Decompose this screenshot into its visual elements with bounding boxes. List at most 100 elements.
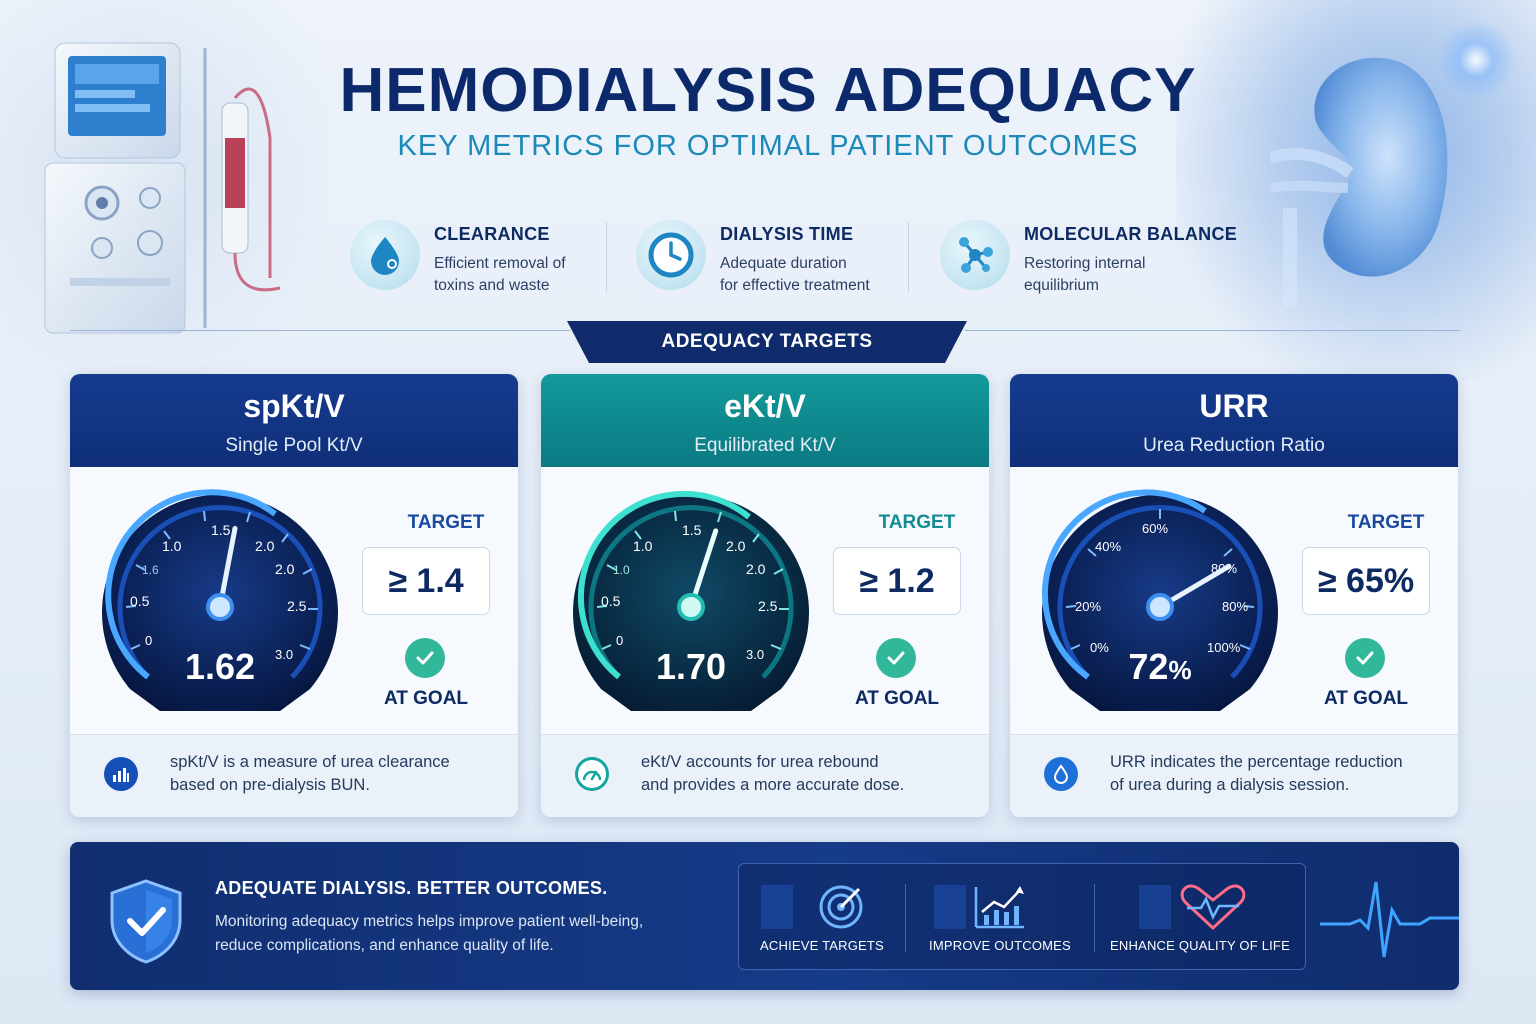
gauge-tick: 1.0 <box>162 538 182 554</box>
heart-pulse-icon <box>1139 884 1246 931</box>
card-subtitle: Equilibrated Kt/V <box>694 435 836 456</box>
feature-desc-line: Adequate duration <box>720 255 847 272</box>
gauge-tick: 1.6 <box>142 563 159 577</box>
target-icon <box>761 885 863 929</box>
card-subtitle: Urea Reduction Ratio <box>1143 435 1325 456</box>
card-footer: eKt/V accounts for urea rebound and prov… <box>541 734 989 817</box>
check-icon <box>876 638 916 678</box>
section-banner-shape <box>567 321 967 363</box>
target-label: TARGET <box>1347 512 1425 533</box>
gauge-ektv: 0 0.5 1.0 1.0 1.5 2.0 2.0 2.5 3.0 1.70 <box>573 490 809 711</box>
section-line-left <box>70 330 570 331</box>
gauge-value: 72% <box>1128 646 1191 687</box>
gauge-spktv: 0 0.5 1.0 1.6 1.5 2.0 2.0 2.5 3.0 1.62 <box>102 489 338 711</box>
gauge-value: 1.70 <box>656 646 726 687</box>
footer-line: and provides a more accurate dose. <box>641 776 905 794</box>
bottom-banner: ADEQUATE DIALYSIS. BETTER OUTCOMES. Moni… <box>70 842 1459 990</box>
outcome-label: IMPROVE OUTCOMES <box>929 938 1071 953</box>
outcome-label: ACHIEVE TARGETS <box>760 938 884 953</box>
card-header: spKt/V Single Pool Kt/V <box>70 374 518 467</box>
bar-chart-icon <box>104 757 138 791</box>
kidney-icon <box>1270 57 1448 308</box>
gauge-value-unit: % <box>1168 655 1191 685</box>
gauge-tick: 2.0 <box>726 538 746 554</box>
gauge-hub <box>1146 593 1174 621</box>
gauge-tick: 1.0 <box>633 538 653 554</box>
status-badge: AT GOAL <box>854 688 940 709</box>
footer-line: eKt/V accounts for urea rebound <box>641 753 879 771</box>
droplet-icon <box>350 220 420 290</box>
gauge-tick: 0 <box>145 633 152 648</box>
card-subtitle: Single Pool Kt/V <box>225 435 363 456</box>
gauge-tick: 0% <box>1090 640 1109 655</box>
gauge-tick: 3.0 <box>746 647 764 662</box>
shield-check-icon <box>110 879 182 964</box>
footer-line: of urea during a dialysis session. <box>1110 776 1350 794</box>
check-icon <box>405 638 445 678</box>
gauge-tick: 2.0 <box>275 561 295 577</box>
gauge-tick: 0.5 <box>601 593 621 609</box>
metric-card-spktv: spKt/V Single Pool Kt/V 0 0.5 1.0 1.6 1.… <box>70 374 518 817</box>
metric-card-ektv: eKt/V Equilibrated Kt/V 0 0.5 1.0 1.0 1.… <box>541 374 989 817</box>
feature-desc-line: toxins and waste <box>434 277 550 294</box>
dialysis-machine-icon <box>44 42 281 334</box>
outcome-enhance-quality: ENHANCE QUALITY OF LIFE <box>1095 864 1305 969</box>
target-value: ≥ 1.2 <box>833 547 961 615</box>
card-footer: URR indicates the percentage reduction o… <box>1010 734 1458 817</box>
status-badge: AT GOAL <box>1323 688 1409 709</box>
outcome-improve-outcomes: IMPROVE OUTCOMES <box>906 864 1094 969</box>
divider <box>606 222 607 292</box>
page-title: HEMODIALYSIS ADEQUACY <box>339 56 1197 125</box>
molecule-icon <box>940 220 1010 290</box>
section-banner: ADEQUACY TARGETS <box>661 331 873 352</box>
feature-title: CLEARANCE <box>434 224 550 244</box>
card-title: URR <box>1199 388 1269 424</box>
target-label: TARGET <box>878 512 956 533</box>
gauge-tick: 1.0 <box>613 563 630 577</box>
bottom-desc-line: Monitoring adequacy metrics helps improv… <box>215 913 644 930</box>
divider <box>905 884 906 952</box>
feature-desc-line: Efficient removal of <box>434 255 566 272</box>
gauge-tick: 2.5 <box>758 598 778 614</box>
target-label: TARGET <box>407 512 485 533</box>
outcomes-panel: ACHIEVE TARGETS IMPROVE OUTCOMES <box>738 863 1306 970</box>
footer-line: URR indicates the percentage reduction <box>1110 753 1403 771</box>
gauge-tick: 80% <box>1222 599 1248 614</box>
card-header: eKt/V Equilibrated Kt/V <box>541 374 989 467</box>
gauge-tick: 2.0 <box>746 561 766 577</box>
gauge-hub <box>677 593 705 621</box>
feature-desc-line: Restoring internal <box>1024 255 1146 272</box>
card-footer: spKt/V is a measure of urea clearance ba… <box>70 734 518 817</box>
gauge-tick: 2.5 <box>287 598 307 614</box>
gauge-tick: 2.0 <box>255 538 275 554</box>
ekg-pulse-icon <box>1320 881 1459 958</box>
metric-card-urr: URR Urea Reduction Ratio 0% 20% 40% 60% … <box>1010 374 1458 817</box>
divider <box>908 222 909 292</box>
feature-desc-line: equilibrium <box>1024 277 1099 294</box>
gauge-tick: 0.5 <box>130 593 150 609</box>
growth-chart-icon <box>934 885 1024 929</box>
outcome-achieve-targets: ACHIEVE TARGETS <box>739 864 905 969</box>
feature-clearance: CLEARANCE Efficient removal of toxins an… <box>350 218 566 297</box>
bottom-desc-line: reduce complications, and enhance qualit… <box>215 937 554 954</box>
gauge-tick: 60% <box>1142 521 1168 536</box>
gauge-tick: 20% <box>1075 599 1101 614</box>
gauge-tick: 100% <box>1207 640 1241 655</box>
section-line-right <box>965 330 1460 331</box>
feature-desc-line: for effective treatment <box>720 277 870 294</box>
card-header: URR Urea Reduction Ratio <box>1010 374 1458 467</box>
divider <box>1094 884 1095 952</box>
gauge-value: 1.62 <box>185 646 255 687</box>
gauge-value-number: 72 <box>1128 646 1168 687</box>
gauge-tick: 1.5 <box>211 522 231 538</box>
footer-line: spKt/V is a measure of urea clearance <box>170 753 450 771</box>
droplet-icon <box>1044 757 1078 791</box>
feature-title: MOLECULAR BALANCE <box>1024 224 1238 244</box>
footer-line: based on pre-dialysis BUN. <box>170 776 370 794</box>
check-icon <box>1345 638 1385 678</box>
gauge-hub <box>206 593 234 621</box>
gauge-tick: 3.0 <box>275 647 293 662</box>
target-value: ≥ 1.4 <box>362 547 490 615</box>
card-title: eKt/V <box>724 388 806 424</box>
status-badge: AT GOAL <box>383 688 469 709</box>
